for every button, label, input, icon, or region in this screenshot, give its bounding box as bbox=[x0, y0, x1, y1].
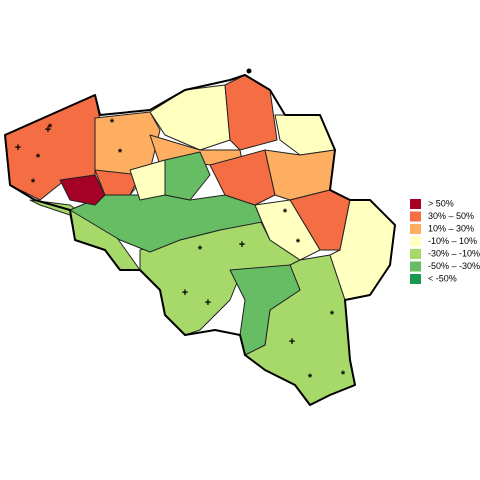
region bbox=[224, 74, 278, 151]
marker: + bbox=[182, 287, 188, 299]
marker: * bbox=[308, 372, 313, 384]
marker: * bbox=[118, 147, 123, 159]
marker: * bbox=[283, 207, 288, 219]
marker: + bbox=[45, 124, 51, 136]
region bbox=[59, 174, 106, 206]
legend-swatch bbox=[410, 236, 421, 247]
legend-label: -10% – 10% bbox=[428, 236, 477, 246]
legend-label: < -50% bbox=[428, 273, 457, 283]
legend-swatch bbox=[410, 249, 421, 259]
marker: + bbox=[239, 239, 245, 251]
legend-swatch bbox=[410, 224, 421, 234]
region bbox=[229, 264, 301, 356]
region bbox=[274, 114, 336, 156]
marker: * bbox=[198, 244, 203, 256]
region bbox=[254, 199, 321, 261]
marker: * bbox=[110, 117, 115, 129]
marker: + bbox=[289, 336, 295, 348]
enclave-dot bbox=[246, 68, 252, 74]
region bbox=[164, 151, 211, 201]
marker: * bbox=[296, 237, 301, 249]
legend-swatch bbox=[410, 199, 421, 209]
marker: * bbox=[330, 309, 335, 321]
legend-swatch bbox=[410, 274, 421, 284]
regions bbox=[4, 74, 396, 406]
legend-label: -30% – -10% bbox=[428, 248, 480, 258]
marker: + bbox=[205, 297, 211, 309]
legend-label: > 50% bbox=[428, 198, 454, 208]
legend-label: -50% – -30% bbox=[428, 261, 480, 271]
legend: > 50% 30% – 50% 10% – 30% -10% – 10% -30% – … bbox=[410, 198, 480, 284]
marker: * bbox=[341, 369, 346, 381]
legend-swatch bbox=[410, 261, 421, 272]
region bbox=[94, 169, 141, 196]
legend-swatch bbox=[410, 211, 421, 222]
legend-label: 10% – 30% bbox=[428, 223, 474, 233]
region bbox=[209, 149, 276, 206]
marker: + bbox=[15, 142, 21, 154]
marker: * bbox=[48, 122, 53, 134]
legend-label: 30% – 50% bbox=[428, 211, 474, 221]
markers: ********* **++++++ bbox=[15, 117, 346, 384]
country-border bbox=[4, 74, 396, 406]
marker: * bbox=[31, 177, 36, 189]
marker: * bbox=[36, 152, 41, 164]
